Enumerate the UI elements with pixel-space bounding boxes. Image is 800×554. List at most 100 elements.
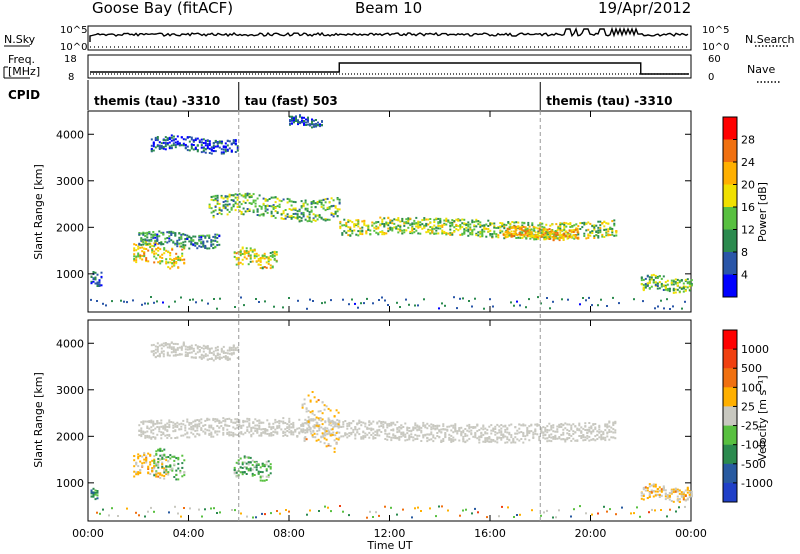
power-cell (674, 291, 677, 294)
power-cell (383, 232, 386, 234)
vel-cell (200, 421, 203, 424)
power-cell (515, 237, 518, 239)
power-cell (336, 198, 339, 201)
power-cell (181, 255, 184, 257)
power-cell (355, 223, 358, 226)
power-cell (413, 222, 416, 225)
power-cell (533, 238, 536, 241)
vel-cell (292, 433, 295, 436)
power-cell (236, 146, 239, 149)
power-cell (399, 228, 402, 231)
vel-cell (394, 423, 397, 426)
vel-cell (633, 512, 635, 515)
power-cell (505, 229, 508, 232)
vel-cell (92, 495, 95, 498)
vel-cell (368, 420, 371, 423)
power-cell (170, 136, 173, 139)
power-cell (300, 212, 303, 215)
power-cell (273, 252, 276, 255)
power-cell (439, 224, 442, 227)
power-cell (425, 223, 428, 226)
power-cell (652, 279, 655, 281)
power-cell (222, 201, 225, 203)
power-cell (171, 259, 174, 262)
vel-cell (560, 433, 563, 436)
power-cell (305, 118, 307, 121)
vel-cell (306, 428, 309, 431)
power-cell (182, 241, 185, 244)
power-cell (161, 253, 164, 256)
power-cell (601, 235, 604, 238)
vel-cell (504, 425, 507, 428)
vel-cell (144, 515, 146, 518)
vel-cell (173, 463, 176, 466)
vel-cell (323, 442, 326, 445)
power-cell (160, 142, 163, 145)
vel-cell (159, 473, 162, 476)
vel-cell (416, 434, 419, 437)
power-cell (451, 233, 454, 236)
colorbar-tick-label: -500 (741, 458, 766, 471)
power-cell (159, 255, 162, 258)
vel-cell (384, 421, 387, 424)
power-cell (158, 242, 161, 245)
vel-cell (194, 344, 197, 347)
vel-cell (194, 435, 197, 438)
vel-cell (174, 349, 177, 352)
power-cell (226, 208, 229, 211)
power-cell (96, 285, 99, 287)
vel-cell (406, 438, 409, 441)
vel-cell (478, 438, 481, 441)
vel-cell (146, 427, 149, 429)
vel-cell (450, 424, 453, 427)
vel-cell (303, 398, 306, 401)
vel-cell (396, 436, 399, 439)
vel-cell (428, 438, 431, 441)
power-cell (506, 227, 509, 230)
vel-cell (259, 466, 262, 469)
power-cell (567, 236, 570, 238)
vel-cell (662, 487, 665, 490)
power-cell (646, 282, 649, 285)
vel-cell (174, 351, 177, 354)
vel-cell (540, 514, 542, 517)
power-cell (300, 217, 303, 220)
vel-cell (274, 428, 277, 431)
vel-cell (316, 430, 319, 433)
power-cell (658, 275, 661, 278)
vel-cell (288, 417, 291, 420)
vel-cell (321, 412, 324, 415)
vel-cell (584, 439, 587, 441)
vel-cell (92, 487, 95, 490)
power-cell (278, 206, 281, 208)
power-cell (255, 298, 257, 300)
power-cell (519, 234, 522, 237)
power-cell (190, 143, 193, 146)
power-cell (502, 233, 505, 236)
power-cell (254, 205, 257, 208)
vel-cell (484, 441, 487, 443)
power-cell (138, 233, 141, 236)
power-cell (516, 234, 519, 236)
power-cell (150, 239, 153, 242)
power-cell (220, 209, 223, 212)
vel-cell (602, 437, 605, 440)
vel-cell (154, 427, 157, 430)
power-cell (165, 262, 168, 265)
power-cell (397, 231, 400, 234)
vel-cell (247, 456, 250, 459)
power-cell (566, 237, 569, 240)
vel-cell (670, 492, 673, 495)
power-cell (212, 214, 215, 217)
vel-cell (306, 427, 309, 430)
vel-cell (190, 346, 193, 349)
power-cell (437, 217, 440, 220)
power-cell (459, 225, 462, 228)
power-cell (463, 232, 466, 235)
power-cell (528, 232, 531, 235)
power-cell (528, 228, 531, 231)
vel-cell (448, 433, 451, 436)
power-cell (274, 210, 277, 213)
power-cell (214, 209, 217, 212)
colorbar-tick-label: 100 (741, 381, 762, 394)
